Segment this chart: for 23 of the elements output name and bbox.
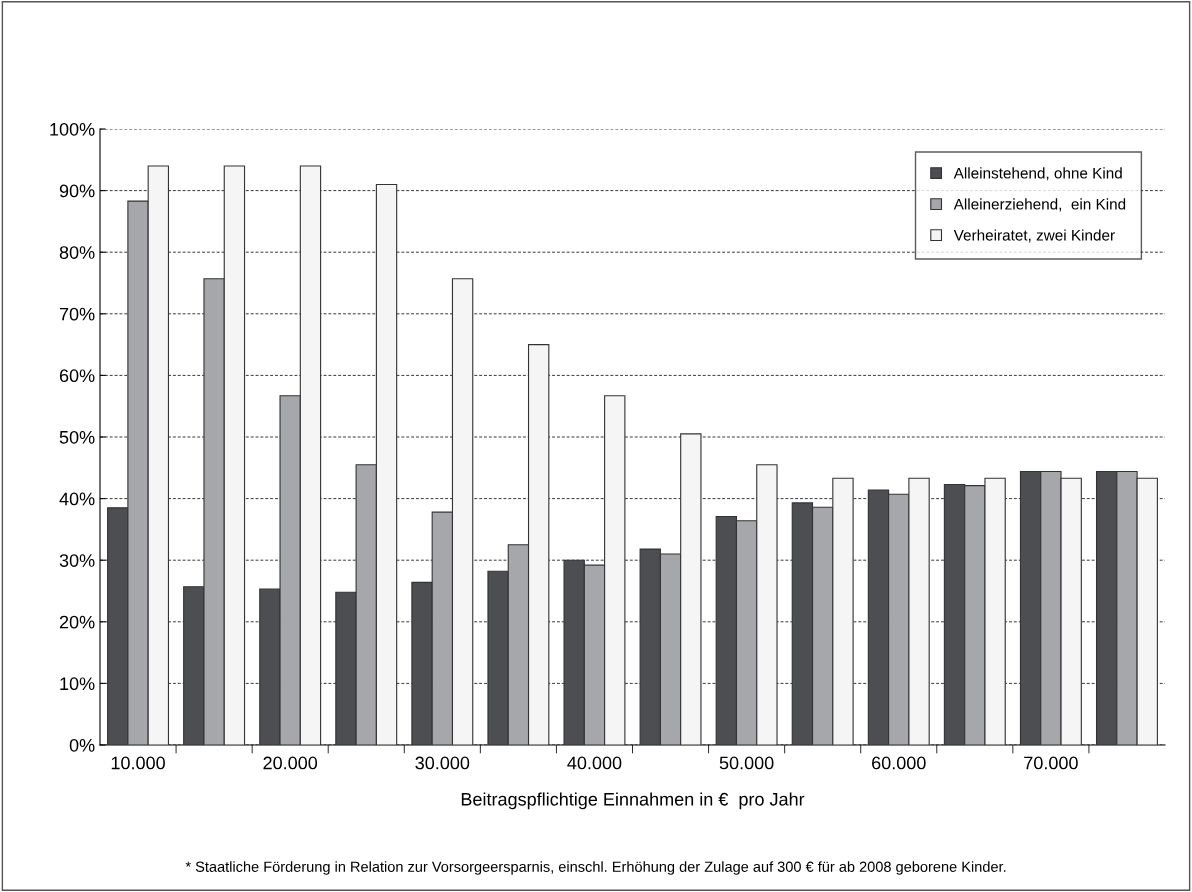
y-tick-label: 50% xyxy=(59,430,95,444)
y-tick-label: 10% xyxy=(60,677,95,691)
y-tick-label: 90% xyxy=(59,184,95,198)
x-tick-label: 70.000 xyxy=(1024,756,1078,770)
legend-label: Verheiratet, zwei Kinder xyxy=(953,229,1115,243)
y-tick-label: 20% xyxy=(59,615,95,629)
y-tick-label: 30% xyxy=(59,554,95,567)
y-tick-label: 80% xyxy=(59,246,95,259)
x-tick-label: 40.000 xyxy=(567,756,622,770)
y-tick-label: 70% xyxy=(59,307,95,321)
x-tick-label: 10.000 xyxy=(111,756,165,770)
x-tick-label: 30.000 xyxy=(415,756,470,770)
x-axis-title: Beitragspflichtige Einnahmen in € pro Jahr xyxy=(461,792,805,810)
legend-label: Alleinstehend, ohne Kind xyxy=(953,167,1122,181)
x-tick-label: 50.000 xyxy=(719,756,774,770)
x-tick-label: 60.000 xyxy=(872,756,926,770)
legend-label: Alleinerziehend, ein Kind xyxy=(953,198,1126,212)
x-tick-label: 20.000 xyxy=(263,756,318,770)
text: * Staatliche Förderung in Relation zur Vorsorgeersparnis, einschl. Erhöhung der Zulage auf 300 € für ab 2008 geborene Kinder. xyxy=(185,861,1006,875)
y-tick-label: 100% xyxy=(50,122,95,136)
y-tick-label: 60% xyxy=(59,369,95,383)
y-tick-label: 40% xyxy=(59,492,95,506)
y-tick-label: 0% xyxy=(69,738,95,752)
